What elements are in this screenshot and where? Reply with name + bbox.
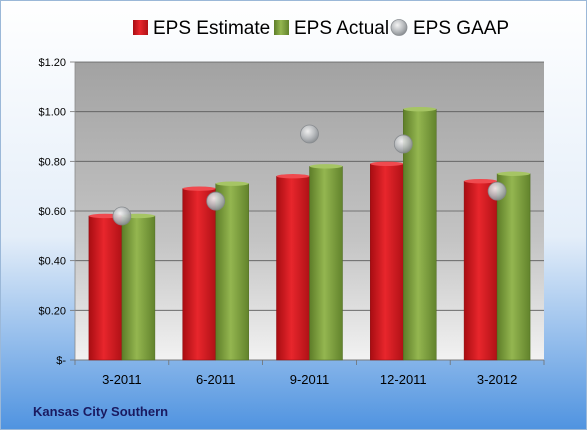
legend-item-gaap: EPS GAAP bbox=[390, 18, 509, 39]
bar-eps-actual bbox=[309, 166, 343, 361]
x-tick-label: 3-2011 bbox=[102, 372, 142, 387]
legend-swatch-actual bbox=[274, 20, 289, 35]
bar-top-eps-estimate bbox=[370, 161, 404, 167]
legend-label-actual: EPS Actual bbox=[294, 18, 389, 39]
y-tick-label: $0.40 bbox=[38, 256, 66, 268]
legend-label-estimate: EPS Estimate bbox=[153, 18, 270, 39]
x-tick-label: 3-2012 bbox=[477, 372, 517, 387]
bar-top-eps-estimate bbox=[182, 186, 216, 191]
point-eps-gaap bbox=[487, 181, 507, 201]
y-tick-label: $0.20 bbox=[38, 305, 66, 317]
bar-eps-estimate bbox=[463, 180, 498, 361]
bar-eps-actual bbox=[496, 173, 531, 361]
legend-swatch-gaap bbox=[390, 19, 408, 36]
bar-top-eps-estimate bbox=[276, 174, 310, 179]
bar-eps-estimate bbox=[370, 163, 404, 361]
y-tick-label: $1.00 bbox=[38, 107, 66, 119]
point-eps-gaap bbox=[206, 191, 226, 211]
legend: EPS Estimate EPS Actual EPS GAAP bbox=[133, 18, 509, 39]
x-tick-label: 9-2011 bbox=[290, 372, 330, 387]
bars bbox=[88, 106, 531, 361]
x-tick-label: 6-2011 bbox=[196, 372, 236, 387]
bar-eps-estimate bbox=[88, 215, 123, 361]
legend-item-actual: EPS Actual bbox=[274, 18, 389, 39]
y-tick-label: $0.80 bbox=[38, 156, 66, 168]
legend-swatch-estimate bbox=[133, 20, 148, 35]
bar-top-eps-actual bbox=[309, 164, 343, 169]
x-tick-label: 12-2011 bbox=[380, 372, 427, 387]
bar-top-eps-estimate bbox=[464, 179, 498, 184]
point-eps-gaap bbox=[112, 206, 132, 226]
bar-top-eps-actual bbox=[497, 171, 531, 176]
bar-top-eps-actual bbox=[403, 106, 437, 112]
y-tick-label: $0.60 bbox=[38, 206, 66, 218]
bar-eps-actual bbox=[215, 183, 249, 361]
bar-eps-actual bbox=[121, 215, 156, 361]
company-name: Kansas City Southern bbox=[33, 404, 168, 419]
bar-top-eps-actual bbox=[215, 181, 249, 186]
point-eps-gaap bbox=[300, 124, 319, 144]
bar-eps-estimate bbox=[182, 188, 216, 361]
x-axis: 3-2011 6-2011 9-2011 12-2011 3-2012 bbox=[74, 360, 545, 387]
legend-label-gaap: EPS GAAP bbox=[413, 18, 509, 39]
y-tick-label: $1.20 bbox=[38, 57, 66, 69]
y-axis: $- $0.20 $0.40 $0.60 $0.80 $1.00 $1.20 bbox=[38, 57, 76, 367]
point-eps-gaap bbox=[393, 134, 413, 154]
bar-eps-estimate bbox=[276, 175, 310, 361]
y-tick-label: $- bbox=[56, 355, 66, 367]
gaap-points bbox=[112, 124, 507, 226]
legend-item-estimate: EPS Estimate bbox=[133, 18, 270, 39]
